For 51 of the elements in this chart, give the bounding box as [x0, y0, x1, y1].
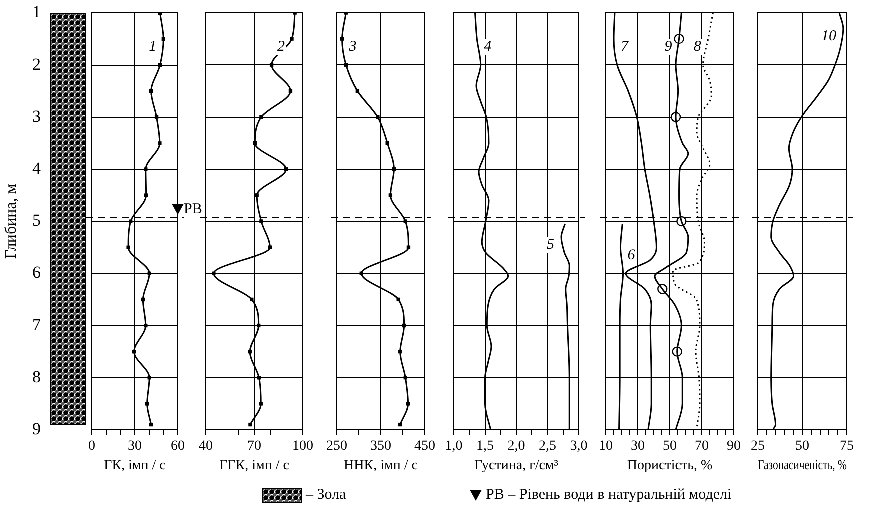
y-tick-label: 1 [32, 2, 41, 22]
x-tick-label: 1,0 [445, 439, 463, 454]
x-tick-label: 75 [840, 439, 854, 454]
x-tick-label: 10 [599, 439, 613, 454]
x-tick-label: 30 [128, 439, 142, 454]
x-axis-title: Пористість, % [627, 458, 713, 474]
x-tick-label: 3,0 [570, 439, 588, 454]
text: РВ – Рівень води в натуральній моделі [486, 487, 732, 504]
series-label: 9 [664, 39, 673, 55]
x-tick-label: 350 [370, 439, 392, 454]
series-label: 4 [484, 39, 492, 55]
y-tick-label: 4 [32, 158, 42, 178]
x-axis-title: Густина, г/см³ [474, 458, 558, 474]
x-tick-label: 90 [727, 439, 741, 454]
y-tick-label: 2 [32, 54, 41, 74]
series-label: 3 [348, 39, 357, 55]
x-tick-label: 1,5 [476, 439, 494, 454]
x-axis-title: Газонасиченість, % [758, 456, 847, 473]
y-axis-title: Глибина, м [2, 184, 20, 260]
y-tick-label: 8 [32, 367, 41, 386]
x-tick-label: 0 [88, 439, 96, 454]
series-label: 6 [628, 248, 636, 264]
x-tick-label: 2,5 [539, 439, 556, 454]
x-tick-label: 70 [248, 439, 262, 454]
series-label: 10 [821, 28, 837, 45]
series-label: 8 [694, 39, 702, 55]
ref-line-label: РВ [184, 201, 202, 218]
y-tick-label: 3 [32, 106, 41, 126]
y-tick-label: 6 [32, 263, 41, 282]
x-axis-title: ГК, імп / с [104, 458, 166, 474]
x-tick-label: 50 [663, 439, 677, 454]
x-axis-title: ННК, імп / с [344, 458, 418, 474]
text: – Зола [306, 487, 346, 504]
x-axis-title: ГГК, імп / с [220, 458, 290, 474]
x-tick-label: 70 [695, 439, 709, 454]
series-label: 5 [547, 237, 555, 254]
y-tick-label: 9 [32, 419, 41, 438]
x-tick-label: 40 [199, 439, 213, 454]
y-tick-label: 7 [32, 315, 42, 334]
x-tick-label: 2,0 [508, 439, 526, 454]
series-label: 2 [278, 39, 286, 55]
series-label: 7 [621, 39, 630, 55]
series-label: 1 [149, 39, 157, 56]
x-tick-label: 30 [631, 439, 645, 454]
x-tick-label: 50 [796, 439, 810, 454]
x-tick-label: 250 [326, 439, 348, 454]
x-tick-label: 100 [292, 439, 314, 454]
y-tick-label: 5 [32, 211, 41, 230]
x-tick-label: 25 [751, 439, 765, 454]
x-tick-label: 450 [414, 439, 436, 454]
x-tick-label: 60 [171, 439, 185, 454]
